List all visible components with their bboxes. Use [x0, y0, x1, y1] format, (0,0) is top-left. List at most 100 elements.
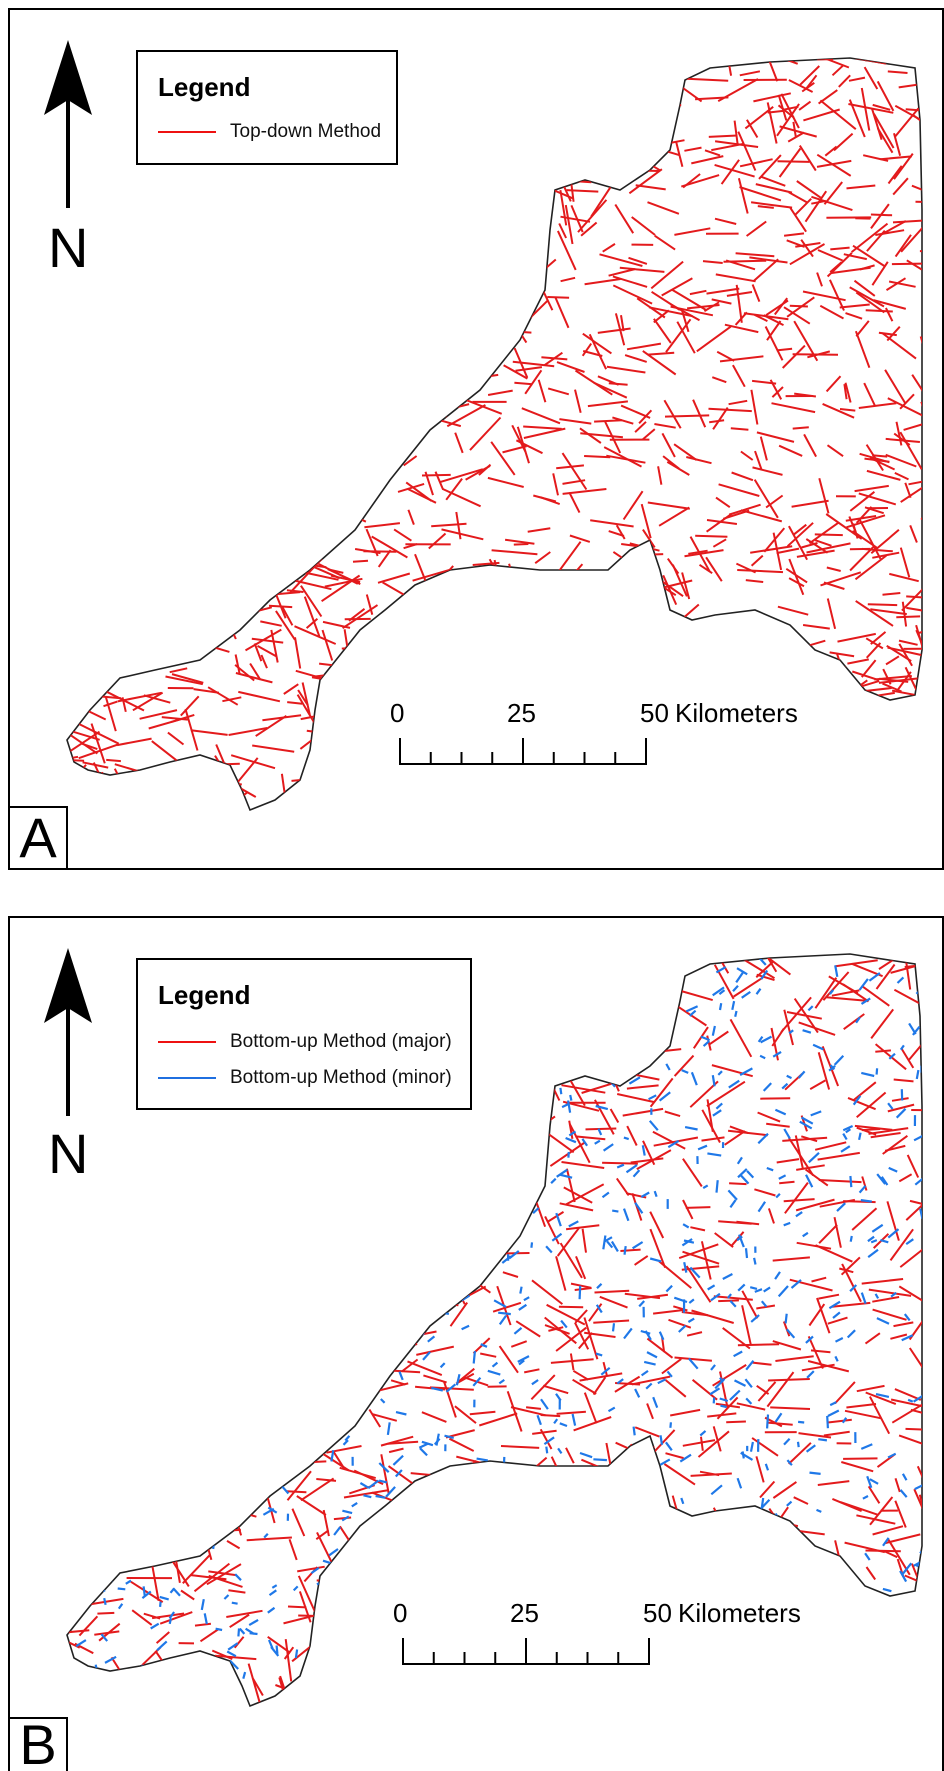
lineament-major — [561, 452, 588, 491]
lineament-minor — [271, 1294, 276, 1306]
lineament-major — [841, 1461, 874, 1473]
lineament-minor — [717, 1070, 723, 1076]
lineament-minor — [197, 1279, 201, 1287]
lineament-major — [105, 124, 125, 129]
lineament-major — [249, 1172, 270, 1179]
lineament-major — [599, 253, 643, 267]
lineament-minor — [759, 1054, 766, 1060]
lineament-major — [724, 323, 759, 334]
lineament-minor — [95, 1192, 105, 1198]
lineament-major — [511, 261, 516, 278]
lineament-major — [558, 1305, 584, 1309]
lineament-minor — [184, 1327, 192, 1336]
lineament-minor — [604, 1581, 614, 1587]
lineament-minor — [475, 1157, 485, 1164]
lineament-major — [158, 234, 175, 238]
lineament-minor — [516, 1004, 528, 1016]
lineament-major — [771, 386, 784, 398]
lineament-major — [865, 637, 884, 650]
lineament-major — [588, 1303, 603, 1322]
lineament-minor — [649, 1257, 662, 1263]
lineament-major — [813, 760, 830, 766]
lineament-major — [332, 268, 353, 276]
lineament-major — [516, 600, 543, 605]
lineament-major — [809, 1079, 826, 1090]
lineament-major — [180, 1589, 195, 1601]
lineament-major — [467, 222, 491, 229]
lineament-major — [257, 1124, 284, 1154]
lineament-major — [736, 1402, 766, 1411]
lineament-minor — [519, 1076, 533, 1085]
lineament-major — [85, 1669, 105, 1684]
lineament-major — [380, 313, 404, 339]
lineament-major — [226, 1327, 235, 1344]
lineament-major — [840, 1256, 861, 1276]
lineament-minor — [615, 1059, 624, 1072]
lineament-minor — [476, 1242, 485, 1250]
lineament-major — [159, 1522, 166, 1537]
lineament-major — [849, 286, 885, 308]
lineament-major — [504, 538, 535, 545]
lineament-major — [872, 103, 891, 111]
lineament-minor — [196, 1544, 201, 1552]
lineament-major — [252, 744, 295, 753]
lineament-minor — [118, 1180, 125, 1184]
lineament-major — [397, 780, 414, 785]
lineament-major — [432, 267, 469, 275]
lineament-major — [585, 161, 609, 167]
lineament-minor — [920, 1674, 922, 1678]
lineament-minor — [596, 1283, 603, 1289]
lineament-major — [285, 235, 293, 261]
lineament-major — [866, 469, 901, 481]
lineament-minor — [875, 1393, 890, 1398]
lineament-major — [572, 67, 589, 72]
lineament-major — [755, 183, 793, 194]
lineament-major — [191, 761, 206, 783]
lineament-major — [326, 408, 333, 434]
lineament-major — [347, 1130, 367, 1140]
lineament-major — [296, 194, 320, 199]
lineament-major — [226, 1609, 263, 1618]
lineament-major — [489, 260, 518, 298]
lineament-minor — [343, 1403, 357, 1413]
lineament-minor — [653, 1190, 658, 1198]
lineament-minor — [560, 1319, 568, 1329]
lineament-major — [544, 1215, 560, 1245]
lineament-major — [603, 446, 642, 468]
lineament-minor — [569, 1094, 573, 1101]
lineament-major — [362, 467, 385, 473]
lineament-minor — [715, 1102, 723, 1110]
lineament-major — [297, 1565, 325, 1573]
lineament-major — [327, 332, 337, 349]
lineament-major — [763, 794, 796, 802]
lineament-major — [315, 202, 332, 239]
lineament-major — [376, 1112, 403, 1130]
lineament-major — [322, 258, 332, 280]
lineament-major — [77, 1208, 113, 1216]
lineament-major — [421, 180, 448, 214]
lineament-minor — [733, 1350, 743, 1358]
scale-tick-label: 50 — [640, 698, 669, 728]
lineament-major — [799, 65, 820, 86]
lineament-major — [576, 85, 603, 116]
lineament-major — [67, 1201, 81, 1234]
lineament-minor — [901, 1562, 913, 1575]
lineament-major — [460, 145, 473, 159]
lineament-minor — [440, 1221, 444, 1233]
lineament-major — [477, 1688, 489, 1701]
lineament-major — [576, 58, 604, 64]
lineament-minor — [545, 1075, 553, 1087]
lineament-major — [614, 313, 626, 346]
lineament-major — [469, 416, 502, 451]
lineament-major — [461, 1115, 485, 1131]
lineament-minor — [882, 1587, 892, 1593]
lineament-major — [526, 802, 541, 810]
lineament-major — [143, 1516, 185, 1526]
lineament-minor — [329, 1154, 336, 1158]
lineament-major — [72, 1490, 89, 1502]
lineament-major — [505, 58, 538, 68]
lineament-major — [289, 558, 323, 593]
lineament-major — [465, 1111, 493, 1118]
lineament-minor — [340, 1656, 346, 1669]
lineament-minor — [652, 1396, 659, 1408]
